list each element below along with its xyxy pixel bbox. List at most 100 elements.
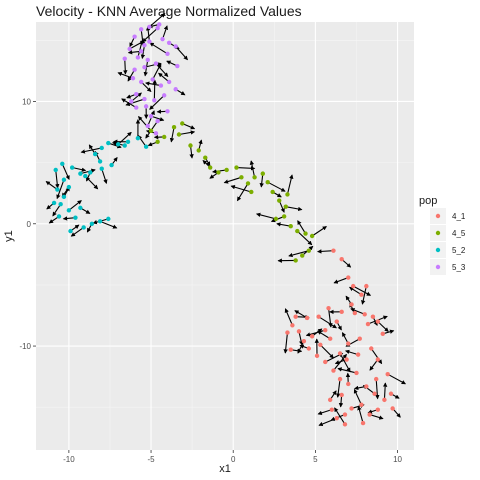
data-point-4-1 xyxy=(339,257,344,262)
velocity-arrow xyxy=(382,382,388,400)
data-point-5-3 xyxy=(147,39,152,44)
velocity-arrow xyxy=(142,27,158,43)
data-point-4-5 xyxy=(180,121,185,126)
data-point-5-3 xyxy=(147,24,152,30)
velocity-arrow xyxy=(352,285,372,296)
data-point-4-1 xyxy=(360,420,366,426)
data-point-4-1 xyxy=(296,329,302,334)
data-point-4-1 xyxy=(339,309,344,315)
velocity-arrow xyxy=(369,414,384,420)
data-point-4-1 xyxy=(346,275,351,280)
velocity-arrow xyxy=(55,169,60,189)
velocity-arrow xyxy=(175,46,188,61)
data-point-5-3 xyxy=(143,104,149,109)
data-point-5-3 xyxy=(153,61,159,66)
velocity-arrow xyxy=(285,206,303,212)
velocity-arrow xyxy=(138,116,152,132)
velocity-arrow xyxy=(223,176,242,184)
data-point-5-3 xyxy=(132,67,137,72)
x-tick-label: -5 xyxy=(147,455,155,464)
data-point-4-1 xyxy=(318,342,323,348)
data-point-5-2 xyxy=(61,194,67,200)
data-point-4-5 xyxy=(288,224,293,229)
data-point-4-1 xyxy=(388,391,394,396)
velocity-arrow xyxy=(370,348,383,365)
data-point-4-1 xyxy=(354,370,359,376)
data-point-5-2 xyxy=(115,142,121,147)
velocity-arrow xyxy=(283,332,288,354)
data-point-5-2 xyxy=(106,216,111,222)
data-point-4-1 xyxy=(365,321,371,327)
data-point-4-1 xyxy=(346,341,351,346)
data-point-4-5 xyxy=(309,233,315,239)
velocity-arrow xyxy=(333,277,349,284)
velocity-arrow xyxy=(52,203,62,217)
data-point-4-1 xyxy=(323,359,328,365)
data-point-4-1 xyxy=(352,310,358,316)
data-point-4-1 xyxy=(367,412,372,417)
data-point-4-1 xyxy=(337,351,343,356)
velocity-arrow xyxy=(149,42,168,55)
data-point-5-3 xyxy=(142,65,147,70)
data-point-5-2 xyxy=(143,144,149,149)
data-point-4-1 xyxy=(331,368,336,373)
velocity-arrow xyxy=(137,39,144,58)
data-point-4-1 xyxy=(364,283,369,289)
data-point-4-1 xyxy=(290,323,295,328)
data-point-5-2 xyxy=(69,165,75,170)
velocity-arrow xyxy=(318,316,337,329)
data-point-4-5 xyxy=(260,171,265,176)
data-point-5-2 xyxy=(66,208,72,213)
velocity-arrow xyxy=(377,321,389,332)
velocity-arrow xyxy=(375,379,380,400)
velocity-arrow xyxy=(99,220,118,229)
data-point-4-5 xyxy=(148,128,154,134)
velocity-arrow xyxy=(267,181,286,192)
data-point-4-5 xyxy=(295,228,300,234)
velocity-arrow xyxy=(319,344,334,359)
data-point-5-3 xyxy=(127,46,132,52)
velocity-arrow xyxy=(56,179,65,200)
data-point-4-5 xyxy=(277,198,282,203)
data-point-4-1 xyxy=(304,315,310,321)
velocity-arrow xyxy=(337,367,357,374)
velocity-arrow xyxy=(353,388,362,405)
velocity-arrow xyxy=(286,174,294,195)
data-point-5-2 xyxy=(56,214,62,219)
velocity-arrow xyxy=(125,98,145,106)
data-point-5-2 xyxy=(89,221,95,226)
velocity-arrow xyxy=(84,175,99,190)
x-tick-label: 10 xyxy=(393,455,402,464)
data-point-5-3 xyxy=(161,93,167,98)
velocity-arrow xyxy=(317,249,334,254)
data-point-5-2 xyxy=(58,202,63,207)
data-point-5-3 xyxy=(129,99,134,104)
data-point-4-5 xyxy=(306,248,312,253)
velocity-arrow xyxy=(276,222,291,227)
data-point-4-1 xyxy=(344,357,349,362)
data-point-5-2 xyxy=(51,200,57,206)
data-point-4-5 xyxy=(208,165,213,170)
data-point-5-2 xyxy=(99,145,104,151)
velocity-arrow xyxy=(162,25,168,40)
data-point-5-3 xyxy=(155,25,160,31)
data-point-4-1 xyxy=(374,376,379,382)
data-point-5-3 xyxy=(130,76,136,81)
data-point-5-3 xyxy=(152,98,157,103)
data-point-4-1 xyxy=(346,381,351,387)
velocity-arrow xyxy=(182,122,196,130)
data-point-5-3 xyxy=(145,57,150,63)
velocity-arrow xyxy=(68,200,82,211)
data-point-5-3 xyxy=(138,27,144,32)
data-point-4-1 xyxy=(359,292,364,297)
data-point-4-1 xyxy=(390,406,395,411)
data-point-5-3 xyxy=(166,40,172,45)
data-point-5-2 xyxy=(60,161,65,167)
data-point-4-1 xyxy=(375,407,381,412)
data-point-4-1 xyxy=(380,331,385,337)
legend-label-5-2: 5_2 xyxy=(452,246,466,255)
velocity-arrow xyxy=(178,130,196,136)
data-point-4-1 xyxy=(316,314,321,319)
data-point-4-1 xyxy=(382,397,387,403)
data-point-4-5 xyxy=(171,124,177,130)
